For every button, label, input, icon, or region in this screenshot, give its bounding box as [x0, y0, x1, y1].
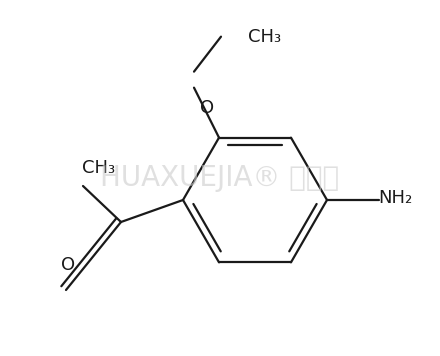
- Text: CH₃: CH₃: [82, 159, 115, 177]
- Text: O: O: [200, 99, 214, 117]
- Text: HUAXUEJIA® 化学加: HUAXUEJIA® 化学加: [100, 164, 340, 192]
- Text: CH₃: CH₃: [248, 28, 281, 46]
- Text: O: O: [61, 256, 75, 274]
- Text: NH₂: NH₂: [378, 189, 412, 207]
